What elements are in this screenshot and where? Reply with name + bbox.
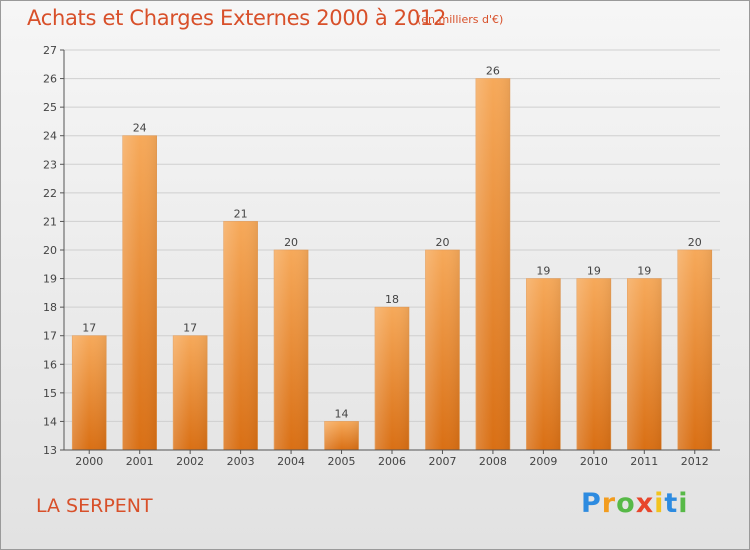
logo-letter: t	[664, 488, 679, 519]
chart-title: Achats et Charges Externes 2000 à 2012	[27, 6, 447, 30]
bar-shade	[274, 250, 309, 450]
x-tick-label: 2008	[479, 455, 507, 468]
y-tick-label: 17	[43, 330, 57, 343]
logo-letter: x	[635, 488, 655, 519]
x-tick-label: 2009	[529, 455, 557, 468]
bar-shade	[72, 335, 107, 450]
y-tick-label: 27	[43, 44, 57, 57]
x-tick-label: 2001	[126, 455, 154, 468]
logo-letter: P	[581, 488, 602, 519]
y-tick-label: 22	[43, 187, 57, 200]
x-tick-label: 2003	[227, 455, 255, 468]
logo-letter: r	[601, 488, 617, 519]
y-tick-label: 20	[43, 244, 57, 257]
proxiti-logo[interactable]: Proxiti	[581, 488, 689, 519]
x-tick-label: 2010	[580, 455, 608, 468]
chart-subtitle: (en milliers d'€)	[417, 13, 504, 26]
data-label: 26	[486, 65, 500, 78]
y-tick-label: 19	[43, 273, 57, 286]
y-tick-label: 25	[43, 101, 57, 114]
bar-shade	[677, 250, 712, 450]
data-label: 21	[234, 207, 248, 220]
logo-letter: i	[678, 488, 689, 519]
bar-shade	[526, 278, 561, 450]
data-label: 18	[385, 293, 399, 306]
axis-layer: 13 14 15 16 17 18 19 20 21 22 23 24 25 26 27 2000 2001 20…	[43, 44, 720, 468]
x-tick-label: 2007	[428, 455, 456, 468]
y-tick-label: 14	[43, 415, 57, 428]
bar-shade	[324, 421, 359, 450]
bar-layer: 17 24 17 21 20 14 18 20 26 19 19 19 20	[71, 65, 713, 451]
bar-shade	[425, 250, 460, 450]
data-label: 17	[183, 322, 197, 335]
y-tick-label: 15	[43, 387, 57, 400]
bar-shade	[576, 278, 611, 450]
data-label: 19	[587, 265, 601, 278]
y-tick-label: 16	[43, 358, 57, 371]
data-label: 19	[637, 265, 651, 278]
data-label: 20	[284, 236, 298, 249]
y-tick-label: 26	[43, 73, 57, 86]
y-tick-label: 23	[43, 158, 57, 171]
y-tick-label: 13	[43, 444, 57, 457]
data-label: 19	[536, 265, 550, 278]
y-tick-label: 24	[43, 130, 57, 143]
logo-letter: o	[616, 488, 636, 519]
commune-name: LA SERPENT	[36, 495, 153, 517]
data-label: 24	[133, 122, 147, 135]
bar-shade	[223, 221, 258, 450]
bar-shade	[475, 78, 510, 451]
x-tick-label: 2011	[630, 455, 658, 468]
x-tick-label: 2004	[277, 455, 305, 468]
bar-shade	[173, 335, 208, 450]
bar-shade	[122, 135, 157, 450]
data-label: 14	[335, 407, 349, 420]
data-label: 17	[82, 322, 96, 335]
x-tick-label: 2005	[328, 455, 356, 468]
x-tick-label: 2012	[681, 455, 709, 468]
bar-shade	[627, 278, 662, 450]
x-tick-label: 2002	[176, 455, 204, 468]
x-tick-label: 2006	[378, 455, 406, 468]
bar-shade	[375, 307, 409, 450]
y-tick-label: 21	[43, 215, 57, 228]
logo-letter: i	[654, 488, 665, 519]
data-label: 20	[688, 236, 702, 249]
x-tick-label: 2000	[75, 455, 103, 468]
data-label: 20	[435, 236, 449, 249]
y-tick-label: 18	[43, 301, 57, 314]
